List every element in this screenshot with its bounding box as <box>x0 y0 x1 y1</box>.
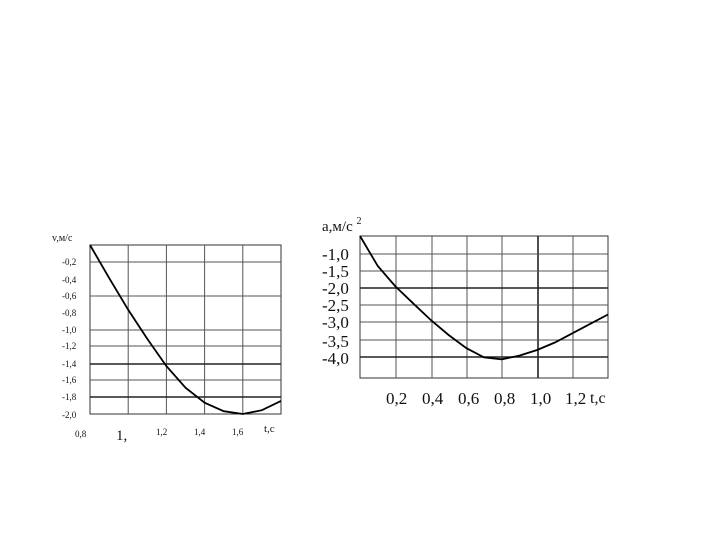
acceleration-y-tick-label: -1,0 <box>322 245 349 264</box>
velocity-x-tick-label: 1,4 <box>194 427 206 437</box>
velocity-y-tick-label: -0,8 <box>62 308 77 318</box>
velocity-y-tick-label: -0,6 <box>62 291 77 301</box>
acceleration-x-tick-label: 0,6 <box>458 389 479 408</box>
velocity-x-tick-label: 1,2 <box>156 427 167 437</box>
velocity-y-tick-label: -1,0 <box>62 325 77 335</box>
acceleration-x-tick-label: 0,4 <box>422 389 444 408</box>
acceleration-y-tick-label: -2,5 <box>322 296 349 315</box>
velocity-y-tick-label: -1,2 <box>62 341 76 351</box>
velocity-y-tick-label: -1,8 <box>62 392 77 402</box>
acceleration-chart: -1,0-1,5-2,0-2,5-3,0-3,5-4,0 0,2 0,4 0,6 0,… <box>322 216 609 408</box>
acceleration-y-axis-label: a,м/с 2 <box>322 216 361 235</box>
acceleration-y-tick-label: -3,5 <box>322 332 349 351</box>
velocity-x-axis-label: t,c <box>264 423 275 435</box>
velocity-y-axis-label: v,м/с <box>52 233 73 244</box>
acceleration-y-ticks: -1,0-1,5-2,0-2,5-3,0-3,5-4,0 <box>322 245 349 368</box>
acceleration-x-tick-label: 1,2 <box>565 389 586 408</box>
acceleration-x-ticks: 0,2 0,4 0,6 0,8 1,0 1,2 <box>386 389 586 408</box>
velocity-x-ticks: 0,8 1, 1,2 1,4 1,6 <box>75 427 244 444</box>
acceleration-y-axis-label-sup: 2 <box>356 216 361 227</box>
velocity-y-ticks: -0,2 -0,4 -0,6 -0,8 -1,0 -1,2 -1,4 -1,6 -1,8 -2,0 <box>62 257 77 420</box>
acceleration-plot-frame <box>359 235 609 379</box>
velocity-x-tick-label: 0,8 <box>75 429 87 439</box>
velocity-y-tick-label: -2,0 <box>62 410 77 420</box>
velocity-x-tick-label: 1,6 <box>232 427 244 437</box>
velocity-y-tick-label: -1,4 <box>62 359 77 369</box>
acceleration-y-tick-label: -1,5 <box>322 262 349 281</box>
acceleration-y-tick-label: -4,0 <box>322 349 349 368</box>
acceleration-x-tick-label: 1,0 <box>530 389 551 408</box>
acceleration-y-tick-label: -2,0 <box>322 279 349 298</box>
acceleration-curve <box>359 235 609 361</box>
velocity-x-tick-label: 1, <box>116 428 127 444</box>
velocity-y-tick-label: -1,6 <box>62 375 77 385</box>
acceleration-y-axis-label-text: a,м/с <box>322 219 353 235</box>
acceleration-y-tick-label: -3,0 <box>322 313 349 332</box>
velocity-y-tick-label: -0,4 <box>62 275 77 285</box>
acceleration-x-tick-label: 0,8 <box>494 389 515 408</box>
acceleration-x-axis-label: t,c <box>590 390 606 407</box>
acceleration-grid <box>359 235 609 379</box>
velocity-chart: -0,2 -0,4 -0,6 -0,8 -1,0 -1,2 -1,4 -1,6 -1,8 -2,0… <box>52 233 282 444</box>
velocity-y-tick-label: -0,2 <box>62 257 76 267</box>
velocity-grid <box>89 244 282 415</box>
acceleration-x-tick-label: 0,2 <box>386 389 407 408</box>
velocity-curve <box>89 244 282 415</box>
